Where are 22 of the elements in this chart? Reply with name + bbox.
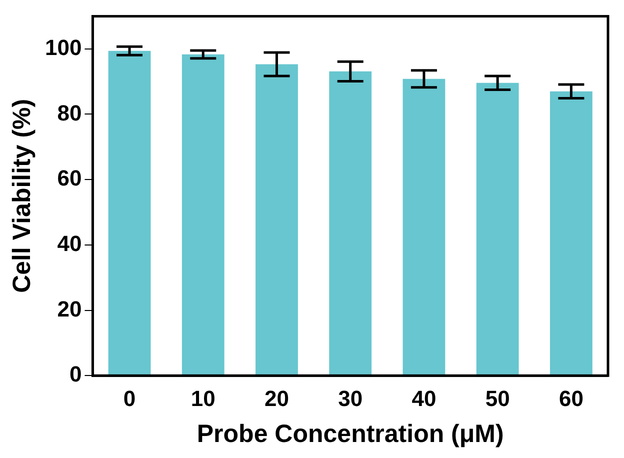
y-tick-label: 80 (57, 100, 82, 126)
bar (329, 71, 372, 376)
y-tick-label: 40 (57, 230, 82, 256)
x-tick-label: 20 (264, 386, 289, 411)
x-tick-label: 0 (123, 386, 136, 411)
bar (476, 82, 519, 376)
bar (550, 91, 592, 376)
x-tick-label: 30 (338, 386, 363, 411)
x-tick-label: 50 (485, 386, 510, 411)
x-tick-label: 60 (558, 386, 584, 411)
bar (256, 64, 298, 376)
y-axis-title: Cell Viability (%) (8, 98, 36, 293)
y-tick-label: 60 (57, 166, 82, 191)
bar (182, 54, 224, 376)
y-tick-label: 100 (44, 34, 82, 60)
y-tick-label: 20 (57, 296, 82, 322)
x-tick-label: 10 (190, 386, 216, 411)
bar (402, 78, 446, 376)
x-axis-title: Probe Concentration (μM) (196, 420, 504, 448)
bar (108, 50, 151, 376)
y-tick-label: 0 (69, 362, 82, 387)
x-tick-label: 40 (412, 386, 436, 411)
